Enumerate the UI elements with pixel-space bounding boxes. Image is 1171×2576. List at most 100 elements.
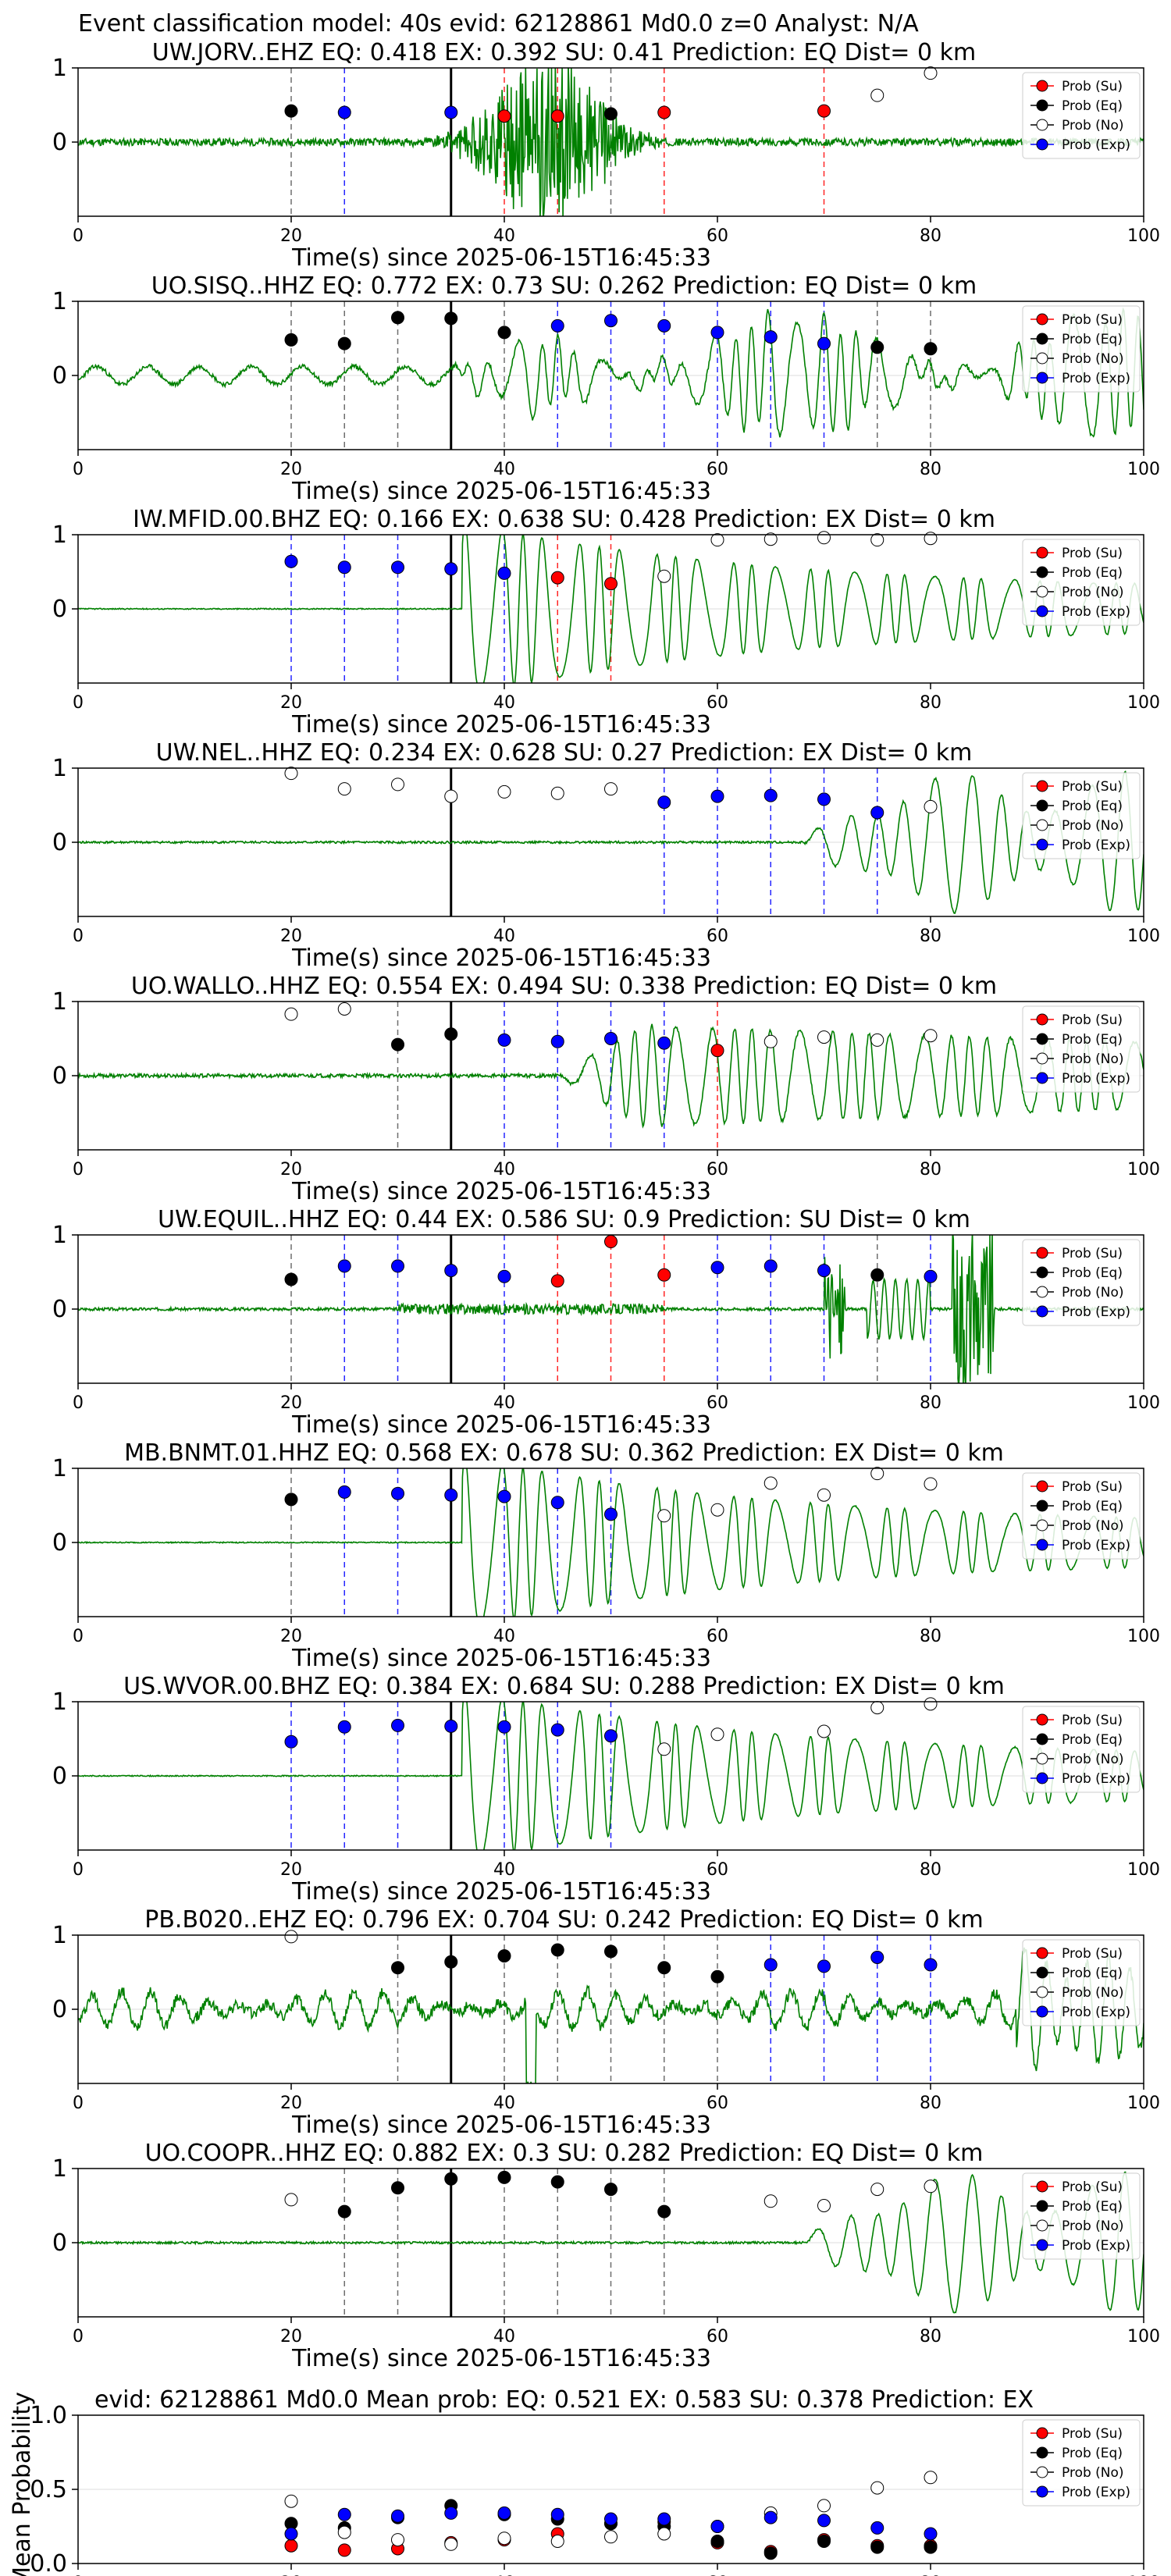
legend-label-no: Prob (No) <box>1062 1752 1124 1767</box>
x-tick-label: 40 <box>493 927 515 946</box>
x-tick-label: 20 <box>280 1160 302 1179</box>
prob-marker-eq <box>391 2181 404 2195</box>
prob-marker-no <box>924 1029 938 1043</box>
legend-label-no: Prob (No) <box>1062 1051 1124 1067</box>
x-tick-label: 60 <box>707 693 728 713</box>
prob-marker-no <box>924 1477 938 1491</box>
prob-marker-su <box>604 1235 618 1249</box>
waveform-trace <box>78 1235 1144 1383</box>
prob-marker-no <box>710 533 724 547</box>
legend-label-exp: Prob (Exp) <box>1062 604 1130 620</box>
y-tick-label: 0 <box>52 1763 67 1790</box>
prob-marker-no <box>924 66 938 80</box>
prob-marker-exp <box>870 806 884 820</box>
mean-prob-point-exp <box>337 2507 351 2521</box>
prob-marker-exp <box>284 554 298 568</box>
prob-marker-no <box>870 1467 884 1481</box>
legend-marker-eq-icon <box>1036 1966 1048 1979</box>
legend-marker-eq-icon <box>1036 1266 1048 1279</box>
panel-title: evid: 62128861 Md0.0 Mean prob: EQ: 0.52… <box>94 2386 1034 2414</box>
mean-prob-point-eq <box>817 2535 831 2548</box>
legend-marker-eq-icon <box>1036 1033 1048 1045</box>
mean-prob-point-no <box>497 2532 511 2546</box>
legend-label-exp: Prob (Exp) <box>1062 137 1130 153</box>
prob-marker-su <box>657 105 671 119</box>
mean-prob-point-exp <box>870 2521 884 2535</box>
legend-label-exp: Prob (Exp) <box>1062 2485 1130 2500</box>
legend-label-eq: Prob (Eq) <box>1062 332 1123 347</box>
mean-prob-point-no <box>444 2537 458 2551</box>
prob-marker-eq <box>391 1961 404 1975</box>
x-axis-label: Time(s) since 2025-06-15T16:45:33 <box>291 2345 711 2372</box>
waveform-trace <box>78 770 1144 914</box>
legend-label-exp: Prob (Exp) <box>1062 838 1130 853</box>
x-tick-label: 100 <box>1127 927 1160 946</box>
y-tick-label: 0.0 <box>30 2550 67 2576</box>
y-tick-label: 0.5 <box>30 2476 67 2503</box>
prob-marker-no <box>817 1488 831 1502</box>
mean-prob-point-no <box>391 2533 404 2547</box>
legend-label-exp: Prob (Exp) <box>1062 371 1130 386</box>
mean-prob-point-no <box>284 2494 298 2508</box>
x-tick-label: 60 <box>707 460 728 479</box>
prob-marker-su <box>550 1274 564 1288</box>
prob-marker-no <box>870 2183 884 2197</box>
x-tick-label: 80 <box>920 2574 941 2576</box>
prob-marker-eq <box>444 311 458 326</box>
legend-label-su: Prob (Su) <box>1062 779 1123 795</box>
x-tick-label: 80 <box>920 2327 941 2347</box>
mean-prob-point-exp <box>763 2510 778 2524</box>
prob-marker-eq <box>337 2204 351 2218</box>
prob-marker-exp <box>497 1269 511 1283</box>
legend-marker-eq-icon <box>1036 566 1048 578</box>
x-tick-label: 40 <box>493 2327 515 2347</box>
x-tick-label: 60 <box>707 1627 728 1646</box>
legend-marker-no-icon <box>1036 352 1048 365</box>
legend-marker-no-icon <box>1036 2466 1048 2478</box>
legend-marker-no-icon <box>1036 1519 1048 1532</box>
mean-prob-point-exp <box>550 2507 564 2521</box>
legend-label-eq: Prob (Eq) <box>1062 1265 1123 1281</box>
legend-marker-eq-icon <box>1036 333 1048 345</box>
waveform-trace <box>78 2171 1144 2314</box>
legend-marker-no-icon <box>1036 585 1048 598</box>
prob-marker-no <box>657 1509 671 1523</box>
prob-marker-eq <box>444 1027 458 1041</box>
waveform-trace <box>78 1468 1144 1617</box>
prob-marker-no <box>284 2193 298 2207</box>
legend-label-no: Prob (No) <box>1062 1285 1124 1300</box>
prob-marker-eq <box>604 2183 618 2197</box>
legend-marker-no-icon <box>1036 1286 1048 1298</box>
x-axis-label: Time(s) since 2025-06-15T16:45:33 <box>291 1645 711 1672</box>
x-tick-label: 20 <box>280 1393 302 1413</box>
x-axis-label: Time(s) since 2025-06-15T16:45:33 <box>291 244 711 272</box>
prob-marker-su <box>604 577 618 591</box>
legend-label-eq: Prob (Eq) <box>1062 1032 1123 1048</box>
station-panel: UW.NEL..HHZ EQ: 0.234 EX: 0.628 SU: 0.27… <box>52 739 1160 972</box>
prob-marker-exp <box>444 1719 458 1733</box>
x-tick-label: 0 <box>73 1160 84 1179</box>
x-tick-label: 40 <box>493 1160 515 1179</box>
x-tick-label: 60 <box>707 226 728 246</box>
prob-marker-no <box>710 1503 724 1517</box>
x-tick-label: 80 <box>920 1160 941 1179</box>
legend-label-su: Prob (Su) <box>1062 546 1123 561</box>
prob-marker-su <box>710 1044 724 1058</box>
prob-marker-exp <box>497 1720 511 1734</box>
prob-marker-exp <box>337 1485 351 1499</box>
prob-marker-exp <box>657 795 671 809</box>
legend-marker-no-icon <box>1036 1986 1048 1998</box>
waveform-trace <box>78 1023 1144 1129</box>
legend-box <box>1022 72 1141 159</box>
mean-prob-point-exp <box>444 2506 458 2520</box>
y-tick-label: 1 <box>52 288 67 315</box>
x-axis-label: Time(s) since 2025-06-15T16:45:33 <box>291 478 711 505</box>
prob-marker-eq <box>710 1969 724 1984</box>
prob-marker-eq <box>284 1493 298 1507</box>
prob-marker-su <box>817 104 831 118</box>
legend-marker-su-icon <box>1036 1013 1048 1026</box>
prob-marker-exp <box>337 1259 351 1273</box>
x-axis-label: Time(s) since 2025-06-15T16:45:33 <box>291 711 711 738</box>
prob-marker-eq <box>657 1961 671 1975</box>
prob-marker-exp <box>444 1264 458 1278</box>
